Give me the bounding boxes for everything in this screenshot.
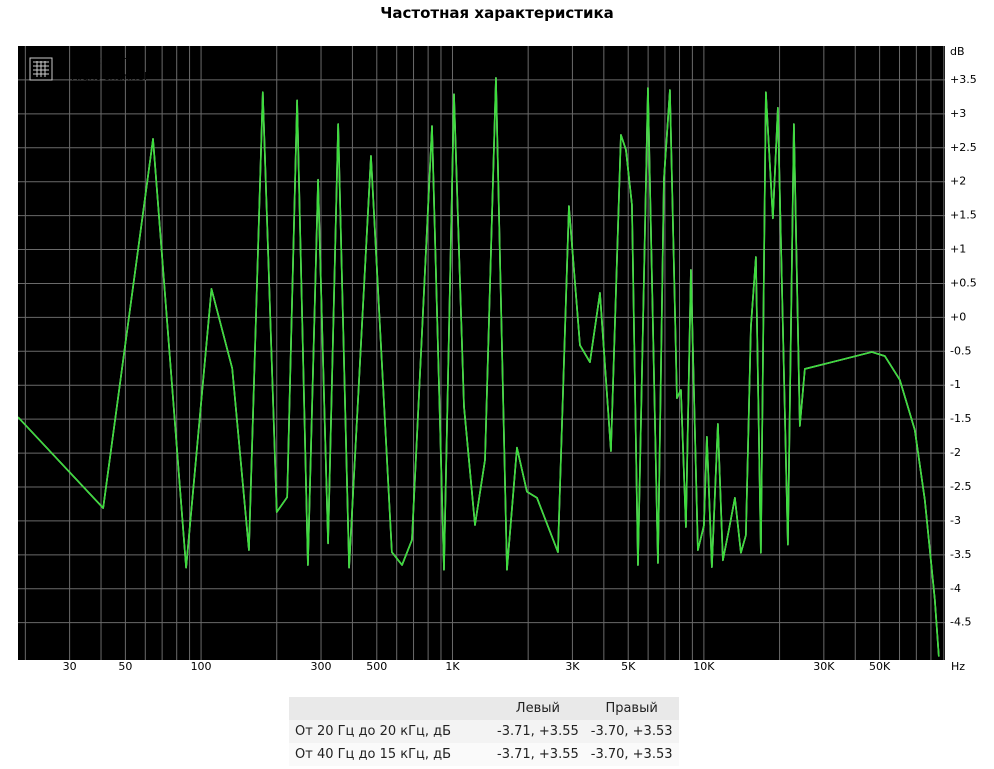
y-tick-label: -4.5 — [950, 616, 971, 629]
x-tick-label: 50 — [118, 660, 132, 673]
table-header: Левый Правый — [289, 697, 679, 720]
x-axis-label: Hz — [951, 660, 965, 673]
legend-icon-grid — [33, 61, 49, 77]
x-tick-label: 50K — [869, 660, 891, 673]
table-cell: -3.70, +3.53 — [584, 743, 679, 766]
y-tick-label: +1.5 — [950, 209, 977, 222]
header-cell — [289, 697, 491, 720]
chart-title: Частотная характеристика — [380, 4, 614, 22]
y-tick-label: +0 — [950, 310, 966, 323]
y-tick-label: -1 — [950, 378, 961, 391]
y-tick-label: +1 — [950, 243, 966, 256]
y-tick-label: -0.5 — [950, 344, 971, 357]
header-cell: Правый — [584, 697, 679, 720]
y-tick-label: -3 — [950, 514, 961, 527]
y-tick-label: -1.5 — [950, 412, 971, 425]
legend-label: Right channel — [71, 70, 147, 83]
lines — [18, 77, 940, 657]
y-tick-label: -3.5 — [950, 548, 971, 561]
legend — [29, 57, 53, 81]
y-tick-label: +0.5 — [950, 276, 977, 289]
y-tick-label: +2.5 — [950, 141, 977, 154]
series-line — [18, 77, 940, 657]
y-tick-label: +2 — [950, 175, 966, 188]
x-tick-label: 5K — [621, 660, 636, 673]
y-tick-label: -2.5 — [950, 480, 971, 493]
x-tick-label: 30 — [63, 660, 77, 673]
y-axis-label: dB — [950, 45, 965, 58]
y-tick-label: +3.5 — [950, 73, 977, 86]
y-tick-label: -4 — [950, 582, 961, 595]
x-tick-label: 500 — [366, 660, 387, 673]
table-row: От 40 Гц до 15 кГц, дБ -3.71, +3.55 -3.70,… — [289, 743, 679, 766]
row-label: От 40 Гц до 15 кГц, дБ — [289, 743, 491, 766]
plot-area — [18, 46, 945, 660]
row-label: От 20 Гц до 20 кГц, дБ — [289, 720, 491, 743]
x-tick-label: 3K — [565, 660, 580, 673]
y-tick-label: +3 — [950, 107, 966, 120]
table-cell: -3.70, +3.53 — [584, 720, 679, 743]
x-tick-label: 1K — [445, 660, 460, 673]
chart: +3.5 +3 +2.5 +2 +1.5 +1 +0.5 +0 -0.5 -1 -1.5 -2 -2.5… — [18, 45, 977, 673]
x-tick-label: 10K — [693, 660, 715, 673]
summary-table: Левый Правый От 20 Гц до 20 кГц, дБ -3.71… — [289, 697, 679, 766]
legend-label: Left channel — [71, 54, 139, 67]
table-row: От 20 Гц до 20 кГц, дБ -3.71, +3.55 -3.70,… — [289, 720, 679, 743]
table-cell: -3.71, +3.55 — [491, 743, 585, 766]
grid — [18, 46, 945, 660]
x-tick-label: 30K — [813, 660, 835, 673]
x-tick-label: 100 — [191, 660, 212, 673]
x-tick-label: 300 — [311, 660, 332, 673]
table-cell: -3.71, +3.55 — [491, 720, 585, 743]
header-cell: Левый — [491, 697, 585, 720]
y-tick-label: -2 — [950, 446, 961, 459]
